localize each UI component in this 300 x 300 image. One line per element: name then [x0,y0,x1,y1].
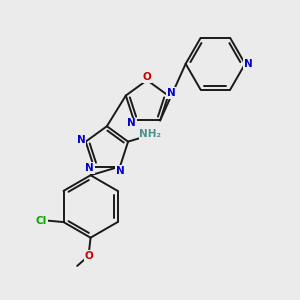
Text: N: N [127,118,136,128]
Text: N: N [77,135,85,145]
Text: Cl: Cl [36,216,47,226]
Text: N: N [116,166,124,176]
Text: O: O [143,72,152,82]
Text: N: N [85,163,94,173]
Text: N: N [167,88,176,98]
Text: O: O [85,250,93,260]
Text: NH₂: NH₂ [140,129,161,139]
Text: N: N [244,59,253,69]
